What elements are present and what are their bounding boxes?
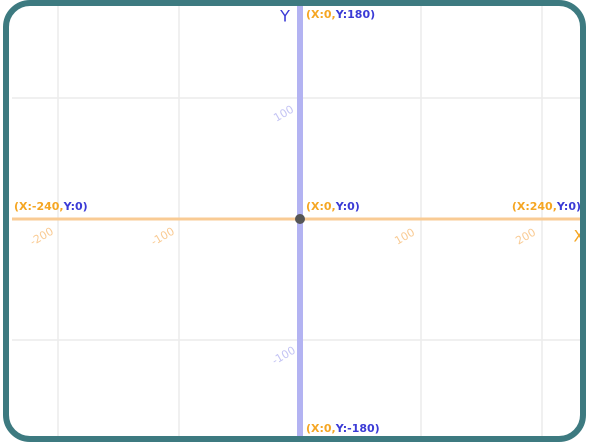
x-tick-label: -200: [28, 225, 56, 249]
point-label: (X:0,Y:0): [306, 200, 360, 213]
x-part: (X:0,: [306, 8, 336, 21]
point-label: (X:-240,Y:0): [14, 200, 88, 213]
y-axis-name: Y: [279, 7, 290, 26]
point-label: (X:240,Y:0): [512, 200, 581, 213]
x-axis-name: X: [574, 227, 585, 246]
y-part: Y:0): [63, 200, 88, 213]
y-part: Y:-180): [335, 422, 380, 435]
y-tick-label: 100: [271, 103, 296, 125]
x-part: (X:0,: [306, 200, 336, 213]
x-part: (X:0,: [306, 422, 336, 435]
y-part: Y:180): [335, 8, 375, 21]
x-tick-label: -100: [149, 225, 177, 249]
point-label: (X:0,Y:-180): [306, 422, 380, 435]
x-part: (X:240,: [512, 200, 557, 213]
x-tick-label: 200: [513, 226, 538, 248]
y-tick-label: -100: [270, 344, 298, 368]
x-part: (X:-240,: [14, 200, 64, 213]
point-label: (X:0,Y:180): [306, 8, 375, 21]
origin-dot: [295, 214, 305, 224]
y-part: Y:0): [556, 200, 581, 213]
y-part: Y:0): [335, 200, 360, 213]
frame: [3, 0, 586, 442]
x-tick-label: 100: [392, 226, 417, 248]
